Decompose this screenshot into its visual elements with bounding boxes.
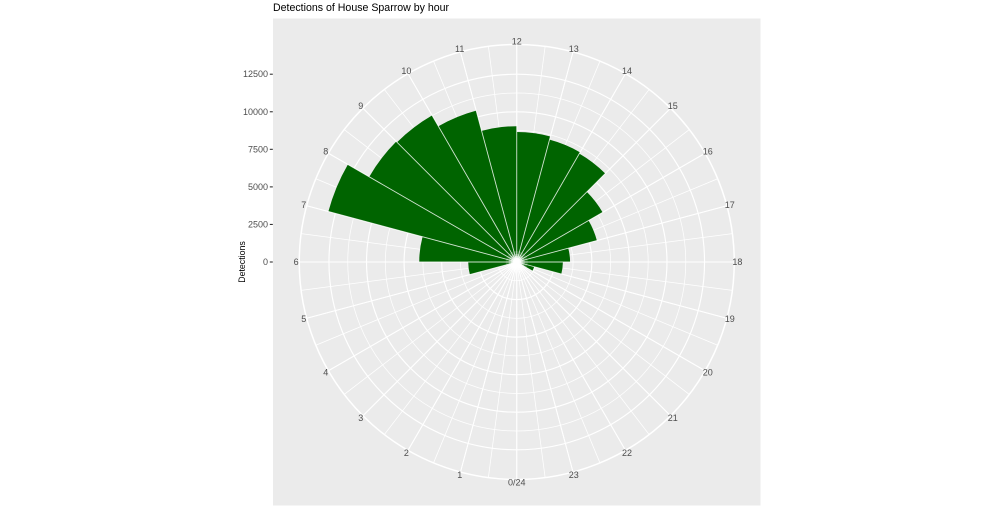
plot-title: Detections of House Sparrow by hour xyxy=(273,2,450,14)
theta-axis-label-2: 2 xyxy=(404,448,409,458)
grid-spoke-overlay xyxy=(516,107,671,263)
grid-spoke-minor xyxy=(433,261,518,464)
bar-hour-9 xyxy=(397,115,517,263)
grid-spoke-overlay xyxy=(516,152,706,263)
grid-spoke-overlay xyxy=(516,261,574,473)
theta-axis-label-21: 21 xyxy=(668,413,678,423)
grid-spoke-minor xyxy=(315,261,517,346)
grid-spoke-overlay xyxy=(362,107,518,263)
theta-axis-label-6: 6 xyxy=(294,257,299,267)
grid-spoke-minor xyxy=(343,261,517,395)
y-axis-label-7500: 7500 xyxy=(248,144,268,154)
theta-axis-label-18: 18 xyxy=(732,257,742,267)
grid-spoke-minor xyxy=(487,261,518,478)
theta-axis-label-15: 15 xyxy=(668,101,678,111)
grid-spoke-minor xyxy=(516,261,650,435)
theta-axis-label-1: 1 xyxy=(457,470,462,480)
theta-axis-label-11: 11 xyxy=(455,44,464,54)
bar-hour-13 xyxy=(516,139,581,262)
grid-spoke-overlay xyxy=(306,261,517,319)
theta-axis-label-12: 12 xyxy=(512,36,522,46)
theta-axis-label-14: 14 xyxy=(622,66,632,76)
bar-hour-15 xyxy=(516,191,603,262)
theta-axis-label-5: 5 xyxy=(301,314,306,324)
grid-spoke-minor xyxy=(384,261,518,435)
grid-spoke-overlay xyxy=(516,261,671,417)
bar-hour-16 xyxy=(516,220,597,262)
grid-spoke-overlay xyxy=(328,261,517,372)
grid-spoke-overlay xyxy=(516,261,706,372)
grid-spoke-overlay xyxy=(516,51,574,263)
bar-hour-14 xyxy=(516,153,606,262)
theta-axis-label-7: 7 xyxy=(301,200,306,210)
grid-spoke-overlay xyxy=(460,51,518,263)
bar-hour-7 xyxy=(328,164,517,262)
bar-hour-8 xyxy=(369,141,517,262)
y-axis-label-2500: 2500 xyxy=(248,219,268,229)
theta-axis-label-13: 13 xyxy=(569,44,579,54)
grid-spoke-overlay xyxy=(516,261,727,319)
theta-axis-label-4: 4 xyxy=(323,367,328,377)
grid-spoke-overlay xyxy=(407,73,518,263)
grid-spoke-overlay xyxy=(328,152,517,263)
y-axis-label-10000: 10000 xyxy=(243,107,268,117)
grid-spoke-overlay xyxy=(516,73,626,263)
theta-axis-label-3: 3 xyxy=(358,413,363,423)
theta-axis-label-17: 17 xyxy=(725,200,735,210)
grid-spoke-overlay xyxy=(306,205,517,263)
grid-spoke-overlay xyxy=(516,261,626,451)
y-axis-label-12500: 12500 xyxy=(243,69,268,79)
theta-axis-label-10: 10 xyxy=(401,66,411,76)
theta-axis-label-19: 19 xyxy=(725,314,735,324)
grid-spoke-minor xyxy=(516,261,718,346)
theta-axis-label-8: 8 xyxy=(323,147,328,157)
theta-axis-label-20: 20 xyxy=(703,367,713,377)
theta-axis-label-16: 16 xyxy=(703,147,713,157)
center-glow xyxy=(513,259,520,265)
bar-hour-10 xyxy=(438,110,517,263)
theta-axis-label-22: 22 xyxy=(622,448,632,458)
theta-axis-label-23: 23 xyxy=(569,470,579,480)
y-axis-label-5000: 5000 xyxy=(248,182,268,192)
grid-spoke-overlay xyxy=(516,205,727,263)
y-axis-label-0: 0 xyxy=(263,257,268,267)
grid-spoke-minor xyxy=(516,261,546,478)
theta-axis-label-0: 0/24 xyxy=(508,478,526,488)
grid-spoke-overlay xyxy=(362,261,518,417)
grid-spoke-minor xyxy=(516,261,601,464)
theta-axis-label-9: 9 xyxy=(358,101,363,111)
grid-spoke-overlay xyxy=(460,261,518,473)
grid-spoke-overlay xyxy=(407,261,518,451)
grid-spoke-minor xyxy=(516,261,690,395)
